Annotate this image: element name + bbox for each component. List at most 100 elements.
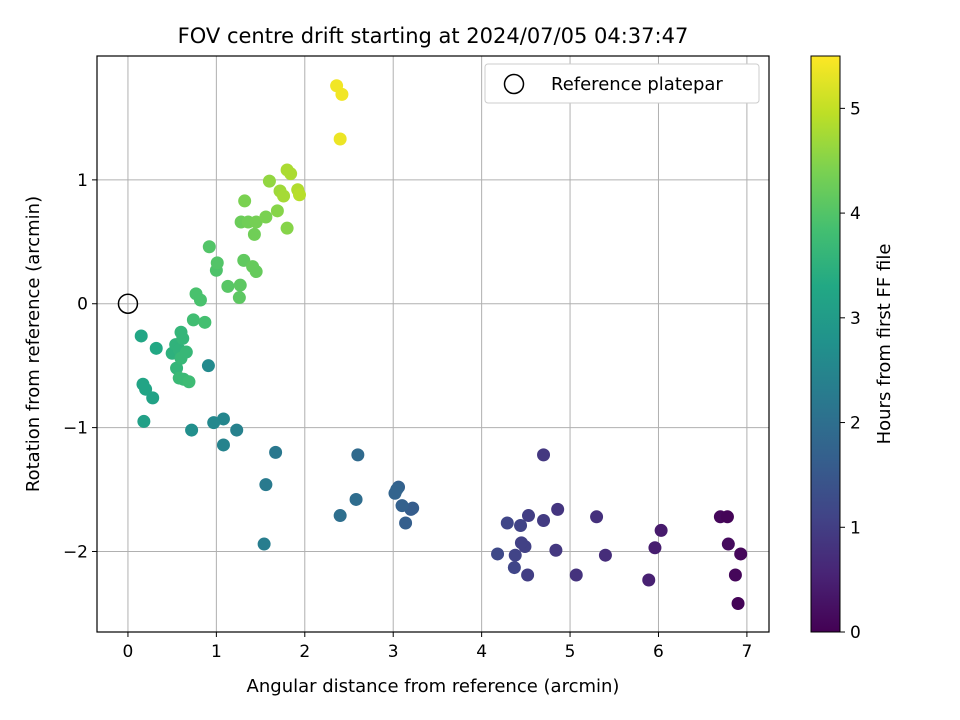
data-point	[508, 548, 522, 562]
data-point	[335, 87, 349, 101]
data-point	[269, 445, 283, 459]
data-point	[491, 547, 505, 561]
data-point	[174, 325, 188, 339]
data-point	[232, 291, 246, 305]
legend: Reference platepar	[484, 63, 760, 104]
legend-marker	[503, 73, 525, 95]
data-point	[399, 516, 413, 530]
scatter-points	[134, 79, 748, 611]
data-point	[284, 167, 298, 181]
data-point	[185, 423, 199, 437]
colorbar-tick-label: 3	[850, 309, 861, 329]
data-point	[170, 361, 184, 375]
data-point	[648, 541, 662, 555]
data-point	[642, 573, 656, 587]
data-point	[598, 548, 612, 562]
data-point	[734, 547, 748, 561]
reference-platepar-marker	[117, 293, 139, 314]
data-point	[247, 227, 261, 241]
data-point	[351, 448, 365, 462]
data-point	[549, 543, 563, 557]
data-point	[728, 568, 742, 582]
data-point	[249, 215, 263, 229]
data-point	[333, 132, 347, 146]
data-point	[216, 438, 230, 452]
colorbar-ticks: 0 1 2 3 4 5	[840, 99, 861, 643]
data-point	[230, 423, 244, 437]
colorbar	[810, 55, 841, 633]
data-point	[551, 502, 565, 516]
x-axis-label: Angular distance from reference (arcmin)	[247, 676, 620, 697]
colorbar-tick-label: 2	[850, 414, 861, 434]
data-point	[146, 391, 160, 405]
data-point	[136, 377, 150, 391]
data-point	[569, 568, 583, 582]
x-tick-label: 7	[741, 642, 752, 662]
data-point	[149, 341, 163, 355]
grid	[97, 56, 769, 632]
data-point	[500, 516, 514, 530]
data-point	[233, 278, 247, 292]
data-point	[249, 265, 263, 279]
data-point	[193, 293, 207, 307]
data-point	[537, 448, 551, 462]
data-point	[280, 221, 294, 235]
data-point	[537, 514, 551, 528]
x-tick-label: 2	[299, 642, 310, 662]
data-point	[137, 414, 151, 428]
data-point	[202, 240, 216, 254]
x-tick-label: 0	[123, 642, 134, 662]
data-point	[590, 510, 604, 524]
data-point	[186, 313, 200, 327]
data-point	[259, 478, 273, 492]
data-point	[720, 510, 734, 524]
data-point	[514, 536, 528, 550]
y-tick-label: 0	[77, 295, 88, 315]
data-point	[654, 523, 668, 537]
data-point	[731, 597, 745, 611]
data-point	[182, 375, 196, 389]
data-point	[210, 256, 224, 270]
y-axis-label: Rotation from reference (arcmin)	[23, 196, 44, 492]
data-point	[270, 204, 284, 218]
data-point	[395, 499, 409, 513]
data-point	[259, 210, 273, 224]
data-point	[198, 315, 212, 329]
data-point	[134, 329, 148, 343]
data-point	[333, 509, 347, 523]
data-point	[207, 416, 221, 430]
data-point	[238, 194, 252, 208]
colorbar-tick-label: 4	[850, 204, 861, 224]
colorbar-label: Hours from first FF file	[874, 244, 895, 445]
data-point	[721, 537, 735, 551]
chart-title: FOV centre drift starting at 2024/07/05 …	[178, 24, 689, 48]
y-axis-ticks: −2 −1 0 1	[63, 171, 97, 562]
data-point	[521, 568, 535, 582]
y-tick-label: −2	[63, 542, 88, 562]
plot-area	[96, 55, 770, 633]
data-point	[257, 537, 271, 551]
y-tick-label: 1	[77, 171, 88, 191]
data-point	[521, 509, 535, 523]
data-point	[388, 486, 402, 500]
x-tick-label: 6	[653, 642, 664, 662]
x-tick-label: 1	[211, 642, 222, 662]
data-point	[221, 279, 235, 293]
colorbar-tick-label: 0	[850, 623, 861, 643]
colorbar-tick-label: 1	[850, 518, 861, 538]
legend-box	[484, 63, 760, 104]
x-axis-ticks: 0 1 2 3 4 5 6 7	[123, 632, 752, 662]
x-tick-label: 4	[476, 642, 487, 662]
x-tick-label: 5	[565, 642, 576, 662]
data-point	[201, 359, 215, 373]
data-point	[277, 189, 291, 203]
colorbar-tick-label: 5	[850, 99, 861, 119]
data-point	[349, 492, 363, 506]
data-point	[292, 188, 306, 202]
data-point	[262, 174, 276, 188]
data-point	[514, 518, 528, 532]
x-tick-label: 3	[388, 642, 399, 662]
y-tick-label: −1	[63, 419, 88, 439]
